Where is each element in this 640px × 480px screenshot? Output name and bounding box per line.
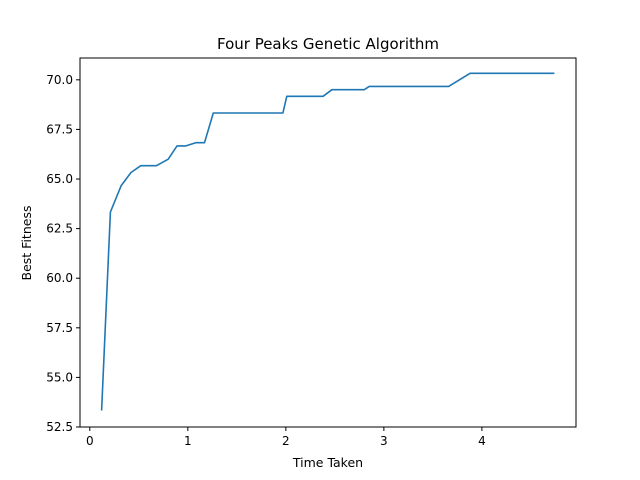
chart-title: Four Peaks Genetic Algorithm (217, 35, 439, 53)
x-tick-label: 2 (282, 434, 290, 448)
x-tick-label: 3 (380, 434, 388, 448)
y-tick-label: 62.5 (46, 222, 73, 236)
y-tick-label: 52.5 (46, 420, 73, 434)
y-tick-label: 57.5 (46, 321, 73, 335)
x-tick-label: 4 (478, 434, 486, 448)
y-tick-label: 55.0 (46, 370, 73, 384)
x-tick-label: 0 (86, 434, 94, 448)
y-tick-label: 60.0 (46, 271, 73, 285)
plot-area (100, 72, 555, 411)
x-axis-label: Time Taken (292, 455, 363, 470)
series-line (100, 72, 555, 411)
y-axis-ticks: 52.5 55.0 57.5 60.0 62.5 65.0 67.5 70.0 (46, 73, 80, 434)
y-tick-label: 67.5 (46, 122, 73, 136)
y-axis-label: Best Fitness (19, 206, 34, 281)
axes-frame (79, 57, 577, 428)
y-tick-label: 70.0 (46, 73, 73, 87)
x-axis-ticks: 0 1 2 3 4 (86, 427, 486, 448)
y-tick-label: 65.0 (46, 172, 73, 186)
x-tick-label: 1 (184, 434, 192, 448)
